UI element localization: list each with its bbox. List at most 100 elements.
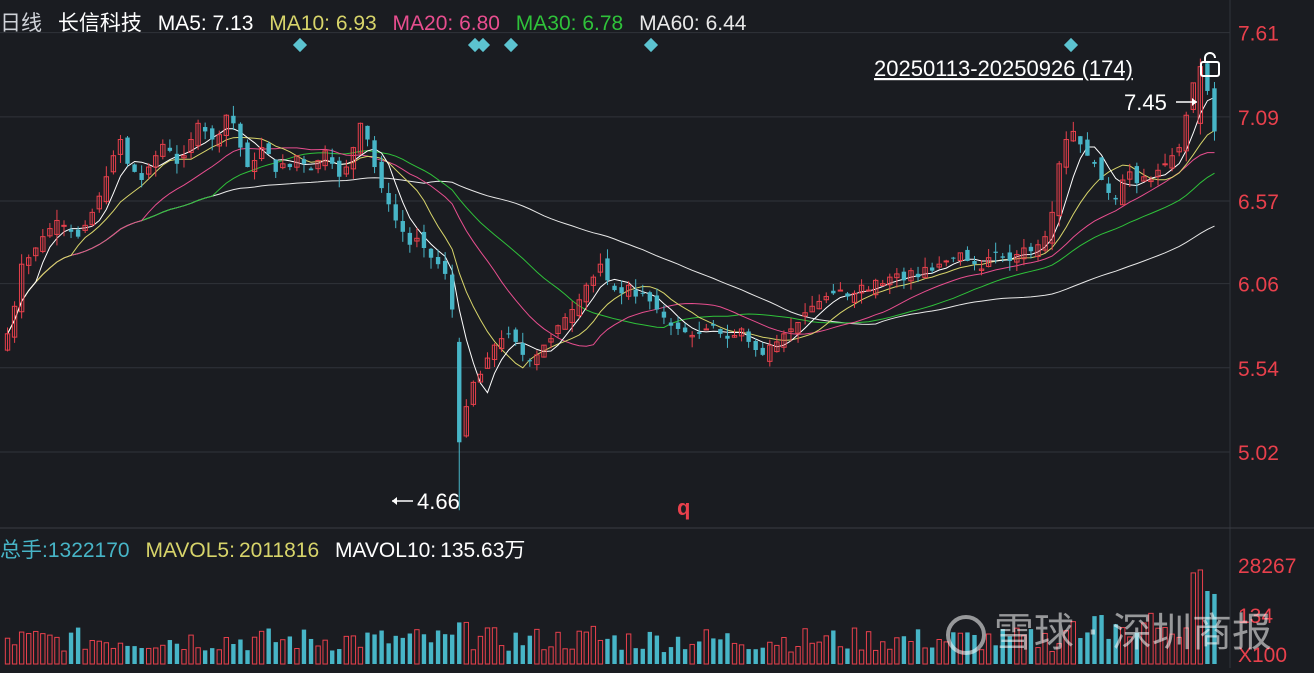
candle-body [612,285,617,291]
candle-body [718,329,723,334]
volume-bar [238,639,243,664]
volume-bar [308,638,314,664]
ma20-label: MA20: [392,12,454,35]
volume-bar [654,635,660,664]
volume-bar [491,627,498,665]
candle-body [583,284,589,303]
volume-bar [816,641,822,665]
candle-body [280,163,286,169]
candle-body [781,333,787,348]
volume-bar [880,641,886,665]
mavol10-value: 135.63万 [440,539,526,562]
volume-bar [435,630,441,664]
ma5-label: MA5: [157,12,207,35]
candle-body [1106,183,1111,193]
candle-body [1134,166,1140,184]
volume-bar [1127,636,1133,665]
volume-bar [675,636,681,664]
volume-bar [139,648,144,664]
volume-bar [414,629,420,665]
volume-bar [273,642,278,664]
volume-bar [463,621,469,665]
candle-body [661,311,667,318]
candle-body [40,236,46,252]
candle-body [167,147,173,151]
volume-bar [894,637,900,665]
ma5-legend: MA5: 7.13 [158,12,254,35]
candle-body [266,143,271,155]
event-marker-icon [292,37,308,53]
candle-body [1190,82,1196,110]
volume-bar [1035,647,1041,665]
candle-body [1078,136,1083,145]
candle-body [330,157,335,164]
volume-bar [534,628,540,665]
volume-bar [1085,632,1090,664]
candle-body [625,284,632,297]
volume-bar [1197,569,1204,665]
volume-bar [703,629,709,665]
candle-body [640,292,645,294]
candle-body [428,248,434,258]
watermark-text: 雪球 · 深圳商报 [993,610,1272,656]
candle-body [731,334,738,338]
volume-bar [421,634,427,664]
candle-body [33,247,39,257]
volume-bar [365,632,370,664]
candle-body [61,224,67,227]
candle-body [527,360,533,362]
volume-bar [245,650,250,664]
volume-bar [146,647,152,665]
candle-body [725,335,730,339]
volume-tick-label: 134 [1238,605,1273,628]
candle-body [47,228,53,237]
volume-bar [774,644,780,665]
price-tick-label: 6.06 [1238,274,1279,297]
volume-bar [484,627,491,665]
volume-bar [1162,626,1168,665]
range-label: 20250113-20250926 (174) [874,56,1133,81]
volume-bar [195,647,201,665]
volume-bar [330,650,335,664]
volume-bar [216,649,222,665]
volume-bar [809,642,815,665]
candle-body [273,159,278,172]
volume-bar [1113,624,1118,664]
candle-body [82,224,88,231]
candle-body [386,193,391,205]
volume-bar [1063,630,1069,665]
volume-bar [682,649,688,664]
candle-body [202,127,208,132]
candle-body [541,344,547,358]
high-arrow-head-icon [1192,98,1197,106]
candle-body [837,289,844,292]
candle-body [435,257,441,265]
candle-body [287,163,293,168]
candle-body [569,309,575,323]
candle-body [760,347,765,355]
candle-body [915,273,921,278]
candle-body [26,257,32,266]
candle-body [753,341,758,350]
ma30-value: 6.78 [582,12,624,35]
candle-body [894,273,900,279]
candle-body [210,128,215,140]
ma10-line [7,130,1215,369]
candle-body [668,322,674,326]
ma60-legend: MA60: 6.44 [639,12,746,35]
volume-bar [33,630,39,665]
candle-body [103,176,110,203]
volume-bar [280,639,286,665]
candle-body [957,252,964,262]
candle-body [689,334,695,338]
low-price-label: 4.66 [417,489,460,514]
candle-body [350,147,357,170]
volume-bar [174,643,180,664]
candle-body [576,299,582,317]
volume-bar [181,649,187,665]
candle-body [68,229,74,232]
volume-bar [1190,572,1196,665]
candle-body [223,114,230,136]
candle-body [160,143,166,157]
